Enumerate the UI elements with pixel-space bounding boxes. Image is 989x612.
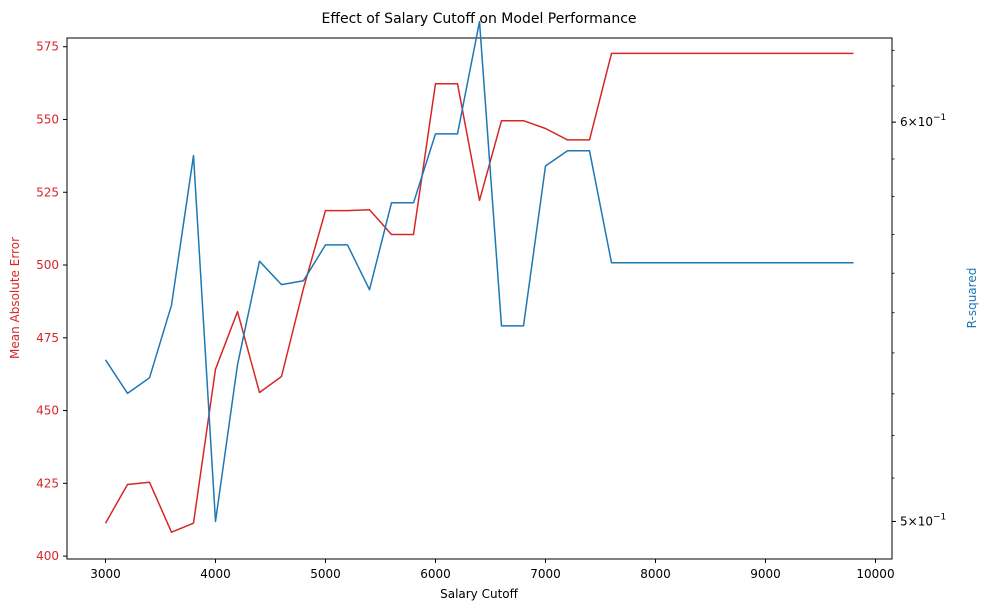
x-tick-label: 4000: [200, 567, 231, 581]
x-axis-label: Salary Cutoff: [440, 587, 519, 601]
x-tick-label: 7000: [530, 567, 561, 581]
left-y-tick-label: 550: [36, 112, 59, 126]
x-tick-label: 6000: [420, 567, 451, 581]
left-y-tick-label: 575: [36, 40, 59, 54]
right-y-axis: 5×10−1 6×10−1: [892, 49, 946, 528]
right-y-tick-label: 5×10−1: [900, 512, 946, 528]
left-y-tick-label: 475: [36, 331, 59, 345]
left-y-tick-label: 525: [36, 185, 59, 199]
x-axis: 3000 4000 5000 6000 7000 8000 9000 10000: [90, 559, 895, 581]
left-y-tick-label: 425: [36, 476, 59, 490]
left-y-axis: 400 425 450 475 500 525 550 575: [36, 40, 67, 563]
x-tick-label: 3000: [90, 567, 121, 581]
series-group: [104, 20, 854, 533]
plot-frame: [66, 37, 893, 560]
right-y-tick-label: 6×10−1: [900, 113, 946, 129]
left-y-tick-label: 500: [36, 258, 59, 272]
left-y-tick-label: 450: [36, 404, 59, 418]
right-y-axis-label: R-squared: [965, 268, 979, 329]
r-squared-line: [104, 20, 854, 523]
x-tick-label: 9000: [750, 567, 781, 581]
x-tick-label: 10000: [856, 567, 894, 581]
x-tick-label: 5000: [310, 567, 341, 581]
chart-title: Effect of Salary Cutoff on Model Perform…: [322, 11, 637, 27]
x-tick-label: 8000: [640, 567, 671, 581]
left-y-tick-label: 400: [36, 549, 59, 563]
left-y-axis-label: Mean Absolute Error: [8, 237, 22, 359]
mean-absolute-error-line: [104, 52, 854, 533]
